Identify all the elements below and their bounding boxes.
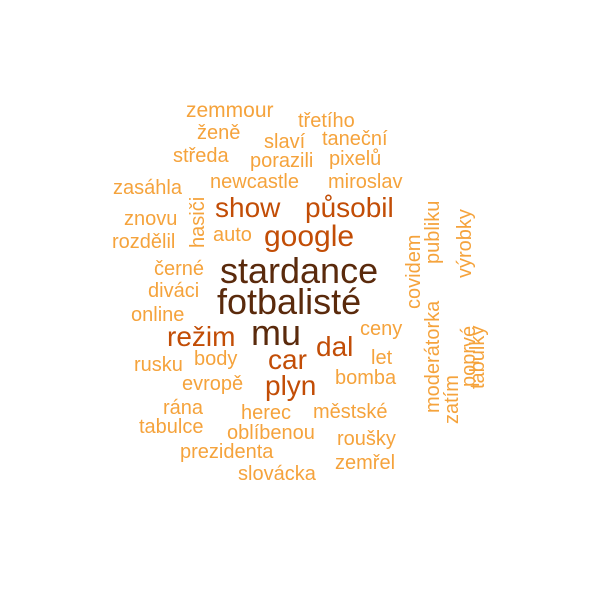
- word-stardance: stardance: [220, 250, 379, 291]
- word-ceny: ceny: [360, 318, 403, 340]
- word-tabulce: tabulce: [139, 416, 204, 438]
- word-car: car: [268, 344, 307, 375]
- word-rezim: režim: [167, 321, 236, 352]
- word-rusku: rusku: [134, 354, 183, 376]
- word-zene: ženě: [197, 122, 241, 144]
- word-pixelu: pixelů: [329, 148, 382, 170]
- word-tabulky: tabulky: [467, 325, 489, 389]
- word-herec: herec: [241, 402, 292, 424]
- word-oblibenou: oblíbenou: [227, 422, 315, 444]
- word-body: body: [194, 348, 238, 370]
- word-slavi: slaví: [264, 131, 306, 153]
- word-covidem: covidem: [403, 234, 425, 309]
- word-rozdelil: rozdělil: [112, 231, 176, 253]
- word-google: google: [264, 220, 355, 253]
- word-publiku: publiku: [422, 200, 444, 264]
- word-moderatorka: moderátorka: [422, 300, 444, 413]
- word-bomba: bomba: [335, 367, 397, 389]
- word-hasici: hasiči: [187, 196, 209, 248]
- word-rana: rána: [163, 397, 204, 419]
- word-evrope: evropě: [182, 373, 244, 395]
- word-fotbaliste: fotbalisté: [217, 281, 362, 322]
- word-dal: dal: [316, 331, 354, 362]
- word-slovacka: slovácka: [238, 463, 316, 485]
- word-let: let: [371, 347, 393, 369]
- word-show: show: [215, 192, 281, 223]
- word-zemrel: zemřel: [335, 452, 396, 474]
- word-streda: středa: [173, 145, 229, 167]
- word-auto: auto: [213, 224, 252, 246]
- word-znovu: znovu: [124, 208, 178, 230]
- word-vyrobky: výrobky: [454, 209, 476, 278]
- word-cerne: černé: [154, 258, 205, 280]
- word-tanecni: taneční: [322, 128, 388, 150]
- word-online: online: [131, 304, 185, 326]
- word-zemmour: zemmour: [186, 99, 274, 122]
- word-rousky: roušky: [337, 428, 396, 450]
- word-zatim: zatím: [441, 375, 463, 424]
- word-mestske: městské: [313, 401, 388, 423]
- word-tretiho: třetího: [298, 110, 355, 132]
- word-divaci: diváci: [148, 280, 200, 302]
- word-zasahla: zasáhla: [113, 177, 182, 199]
- word-pusobil: působil: [305, 192, 394, 223]
- word-prezidenta: prezidenta: [180, 441, 274, 463]
- word-newcastle: newcastle: [210, 171, 299, 193]
- word-porazili: porazili: [250, 150, 314, 172]
- word-mu: mu: [251, 312, 302, 353]
- word-plyn: plyn: [265, 370, 317, 401]
- word-miroslav: miroslav: [328, 171, 403, 193]
